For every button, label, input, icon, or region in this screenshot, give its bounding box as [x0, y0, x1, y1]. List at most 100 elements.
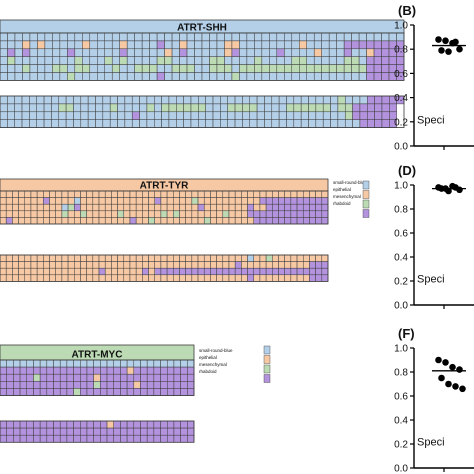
heatmap-cell — [302, 190, 310, 198]
y-tick-label: 0.2 — [394, 277, 408, 288]
heatmap-cell — [141, 32, 150, 42]
heatmap-cell — [24, 274, 32, 282]
heatmap-cell — [234, 203, 242, 212]
heatmap-cell — [80, 203, 87, 212]
heatmap-cell — [315, 95, 324, 105]
heatmap-cell — [381, 72, 390, 81]
heatmap-cell — [119, 48, 128, 57]
heatmap-cell — [176, 111, 184, 120]
heatmap-cell — [203, 267, 211, 276]
heatmap-cell — [166, 381, 175, 389]
heatmap-cell — [293, 95, 302, 105]
heatmap-cell — [24, 261, 32, 269]
heatmap-cell — [173, 388, 181, 396]
heatmap-cell — [111, 40, 120, 50]
heatmap-cell — [313, 56, 322, 65]
heatmap-cell — [216, 261, 224, 269]
heatmap-cell — [80, 434, 88, 443]
legend-label: small-round-blue — [199, 348, 233, 353]
heatmap-cell — [109, 103, 118, 113]
heatmap-cell — [126, 427, 135, 436]
heatmap-cell — [296, 190, 304, 198]
heatmap-cell — [241, 274, 248, 282]
heatmap-cell — [166, 366, 175, 375]
heatmap-cell — [67, 64, 76, 73]
heatmap-cell — [300, 111, 309, 120]
heatmap-cell — [264, 119, 273, 128]
heatmap-cell — [93, 388, 101, 396]
heatmap-cell — [179, 72, 188, 81]
heatmap-cell — [286, 119, 295, 128]
heatmap-cell — [227, 103, 236, 113]
heatmap-cell — [179, 261, 186, 269]
heatmap-cell — [191, 197, 199, 205]
data-point — [456, 45, 463, 53]
y-tick-label: 0.0 — [394, 301, 408, 312]
heatmap-cell — [129, 190, 137, 198]
heatmap-cell — [187, 420, 195, 429]
heatmap-cell — [187, 373, 195, 382]
heatmap-cell — [142, 267, 149, 276]
heatmap-cell — [44, 72, 53, 81]
heatmap-cell — [351, 48, 360, 57]
heatmap-cell — [37, 64, 46, 73]
heatmap-cell — [104, 72, 113, 81]
heatmap-cell — [149, 48, 158, 57]
heatmap-cell — [234, 267, 242, 276]
heatmap-cell — [321, 40, 330, 50]
y-tick-label: 0.8 — [394, 45, 408, 56]
heatmap-cell — [80, 111, 89, 120]
heatmap-cell — [209, 40, 218, 50]
heatmap-cell — [309, 210, 316, 218]
heatmap-cell — [313, 64, 322, 73]
heatmap-cell — [209, 48, 218, 57]
heatmap-cell — [161, 95, 170, 105]
heatmap-cell — [309, 190, 316, 198]
heatmap-cell — [265, 254, 273, 262]
heatmap-cell — [44, 56, 53, 65]
heatmap-cell — [186, 72, 195, 81]
heatmap-cell — [239, 64, 248, 73]
heatmap-cell — [173, 210, 180, 218]
heatmap-cell — [126, 56, 135, 65]
heatmap-cell — [337, 119, 346, 128]
heatmap-cell — [13, 388, 21, 396]
heatmap-cell — [179, 267, 186, 276]
heatmap-cell — [120, 427, 128, 436]
heatmap-cell — [39, 359, 48, 368]
heatmap-cell — [19, 434, 28, 443]
heatmap-cell — [271, 119, 280, 128]
heatmap-cell — [247, 197, 254, 205]
heatmap-cell — [156, 64, 165, 73]
heatmap-cell — [269, 40, 278, 50]
heatmap-cell — [117, 119, 126, 128]
heatmap-cell — [52, 72, 61, 81]
heatmap-cell — [59, 381, 68, 389]
heatmap-cell — [104, 40, 113, 50]
heatmap-cell — [126, 32, 135, 42]
heatmap-cell — [0, 261, 7, 269]
heatmap-cell — [198, 103, 206, 113]
heatmap-cell — [82, 48, 91, 57]
heatmap-cell — [216, 203, 224, 212]
heatmap-cell — [73, 381, 81, 389]
heatmap-cell — [0, 254, 7, 262]
heatmap-cell — [13, 359, 21, 368]
heatmap-cell — [241, 197, 248, 205]
heatmap-cell — [37, 56, 46, 65]
heatmap-cell — [234, 261, 242, 269]
heatmap-cell — [67, 40, 76, 50]
y-tick-label: 0.0 — [394, 142, 408, 153]
heatmap-cell — [65, 95, 74, 105]
heatmap-cell — [315, 190, 323, 198]
heatmap-cell — [306, 64, 315, 73]
heatmap-cell — [352, 103, 361, 113]
heatmap-cell — [246, 64, 255, 73]
heatmap-cell — [53, 366, 61, 375]
heatmap-cell — [306, 32, 315, 42]
heatmap-cell — [164, 40, 173, 50]
heatmap-cell — [302, 217, 310, 225]
heatmap-cell — [86, 267, 94, 276]
heatmap-cell — [254, 72, 263, 81]
heatmap-cell — [191, 254, 199, 262]
